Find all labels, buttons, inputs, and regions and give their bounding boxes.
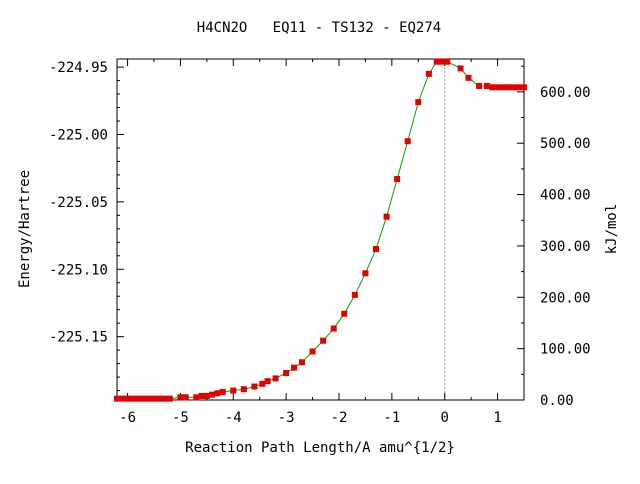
- data-point: [177, 394, 184, 401]
- y-tick-label: -225.05: [49, 195, 108, 211]
- x-tick-label: -6: [119, 410, 136, 426]
- data-point: [240, 386, 247, 393]
- data-point: [198, 392, 205, 399]
- data-point: [161, 395, 168, 402]
- x-tick-label: -3: [278, 410, 295, 426]
- data-point: [182, 394, 189, 401]
- y2-tick-label: 600.00: [540, 85, 591, 101]
- y-tick-label: -224.95: [49, 60, 108, 76]
- y2-tick-label: 400.00: [540, 188, 591, 204]
- data-point: [457, 65, 464, 72]
- data-point: [425, 70, 432, 77]
- y-axis-label: Energy/Hartree: [17, 170, 33, 288]
- y2-tick-label: 0.00: [540, 393, 574, 409]
- data-point: [309, 348, 316, 355]
- data-point: [124, 395, 131, 402]
- x-tick-label: -5: [172, 410, 189, 426]
- points-layer: [114, 58, 527, 402]
- data-point: [259, 380, 266, 387]
- data-point: [415, 99, 422, 106]
- data-point: [341, 310, 348, 317]
- plot-frame: [116, 58, 525, 401]
- data-point: [129, 395, 136, 402]
- data-point: [251, 383, 258, 390]
- data-point: [193, 394, 200, 401]
- data-point: [299, 359, 305, 366]
- y-tick-label: -225.10: [49, 262, 108, 278]
- data-point: [433, 58, 440, 65]
- data-point: [439, 58, 446, 65]
- data-point: [383, 213, 390, 220]
- data-point: [351, 291, 358, 298]
- data-point: [521, 84, 527, 91]
- x-axis-label: Reaction Path Length/A amu^{1/2}: [185, 440, 455, 456]
- curve-layer: [117, 61, 524, 400]
- data-point: [515, 84, 522, 91]
- data-point: [166, 395, 173, 402]
- x-tick-label: -4: [225, 410, 242, 426]
- chart-title: H4CN2O EQ11 - TS132 - EQ274: [197, 20, 441, 36]
- data-point: [209, 391, 216, 398]
- data-point: [140, 395, 147, 402]
- data-point: [230, 387, 237, 394]
- data-point: [465, 74, 472, 81]
- data-point: [114, 395, 120, 402]
- data-point: [283, 370, 290, 377]
- data-point: [499, 84, 506, 91]
- data-point: [156, 395, 163, 402]
- data-point: [394, 175, 401, 182]
- data-point: [476, 82, 483, 89]
- y2-tick-label: 100.00: [540, 342, 591, 358]
- y2-tick-label: 300.00: [540, 239, 591, 255]
- data-point: [444, 58, 451, 65]
- data-point: [135, 395, 142, 402]
- y2-axis-label: kJ/mol: [604, 204, 620, 255]
- data-point: [320, 337, 327, 344]
- data-point: [505, 84, 512, 91]
- y2-tick-label: 500.00: [540, 136, 591, 152]
- y2-tick-label: 200.00: [540, 290, 591, 306]
- data-point: [151, 395, 157, 402]
- x-tick-label: 1: [493, 410, 501, 426]
- data-point: [145, 395, 152, 402]
- x-tick-label: -1: [383, 410, 400, 426]
- data-point: [494, 84, 501, 91]
- energy-curve: [117, 61, 524, 400]
- data-point: [272, 375, 279, 382]
- data-point: [489, 84, 496, 91]
- data-point: [291, 364, 298, 371]
- data-point: [373, 246, 379, 253]
- x-tick-label: -2: [331, 410, 348, 426]
- data-point: [404, 138, 411, 145]
- y-tick-label: -225.15: [49, 330, 108, 346]
- data-point: [203, 392, 210, 399]
- axes-layer: -6 -5 -4 -3 -2 -1 0 1 -224.95 -225.00 -225.05 -225.…: [49, 59, 591, 426]
- data-point: [484, 82, 490, 89]
- data-point: [119, 395, 126, 402]
- data-point: [219, 388, 226, 395]
- data-point: [510, 84, 517, 91]
- data-point: [330, 325, 337, 332]
- data-point: [214, 390, 221, 397]
- data-point: [362, 270, 369, 277]
- data-point: [264, 378, 271, 385]
- x-tick-label: 0: [440, 410, 448, 426]
- y-tick-label: -225.00: [49, 127, 108, 143]
